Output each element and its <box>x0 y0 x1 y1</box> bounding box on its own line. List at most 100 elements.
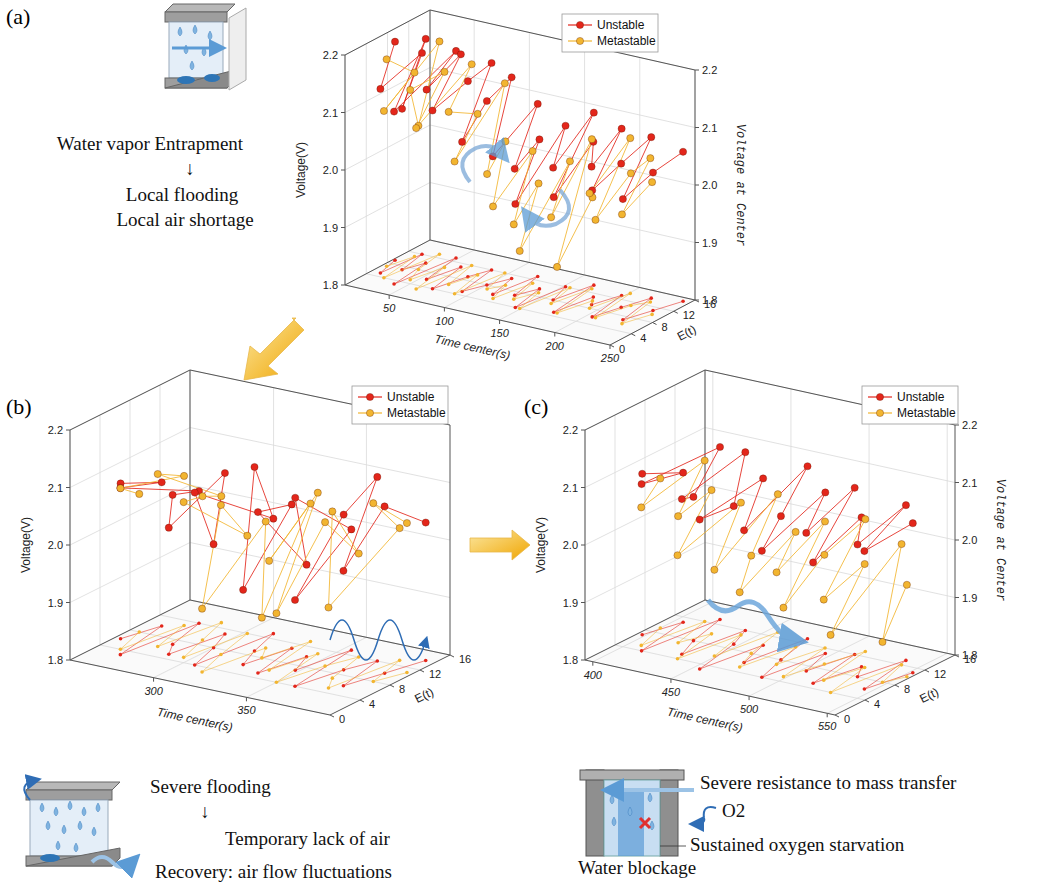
plate <box>26 782 120 790</box>
data-point <box>407 86 414 93</box>
floor-point <box>829 691 833 695</box>
data-point <box>377 85 384 92</box>
data-point <box>803 529 810 536</box>
grid-line <box>585 660 835 715</box>
data-point <box>535 180 542 187</box>
data-point <box>730 503 737 510</box>
legend-box <box>562 14 658 52</box>
floor-point <box>629 304 633 308</box>
floor-point <box>504 283 508 287</box>
floor-point <box>223 632 227 636</box>
panel-c: 1.81.92.02.12.21.81.92.02.12.24004505005… <box>534 370 1007 735</box>
floor-point <box>470 264 474 268</box>
floor-point <box>405 671 409 675</box>
legend: UnstableMetastable <box>862 386 958 424</box>
wave-arrow <box>708 600 794 640</box>
grid-line <box>70 660 330 715</box>
drop <box>648 793 652 802</box>
grid-line <box>130 400 131 630</box>
tick-label: 1.9 <box>323 222 338 234</box>
data-point <box>411 69 418 76</box>
data-point <box>474 110 481 117</box>
floor-point <box>420 252 424 256</box>
data-point <box>240 586 247 593</box>
data-point <box>898 540 905 547</box>
data-point <box>380 107 387 114</box>
floor-point <box>267 668 271 672</box>
floor-point <box>650 313 654 317</box>
tick-label: 1.8 <box>563 654 578 666</box>
data-point <box>627 170 634 177</box>
data-point <box>708 486 715 493</box>
tick-mark <box>390 685 394 687</box>
floor-point <box>275 681 279 685</box>
drop <box>74 843 78 852</box>
floor-point <box>490 268 494 272</box>
data-point <box>760 475 767 482</box>
data-point <box>774 491 781 498</box>
data-point <box>879 638 886 645</box>
axis-line <box>585 600 705 660</box>
floor-point <box>476 273 480 277</box>
grid-line <box>430 10 695 70</box>
tick-label: 2.0 <box>702 179 717 191</box>
data-point <box>678 495 685 502</box>
data-point <box>736 589 743 596</box>
tick-mark <box>581 487 585 488</box>
floor-trace <box>641 622 907 693</box>
plate <box>26 790 112 800</box>
tick-label: 0 <box>339 713 345 725</box>
grid-line <box>408 21 409 251</box>
tick-label: 4 <box>369 698 375 710</box>
floor-point <box>744 629 748 633</box>
floor-point <box>200 670 204 674</box>
grid-line <box>100 645 360 700</box>
data-point <box>588 136 595 143</box>
grid-line <box>160 615 420 670</box>
data-point <box>502 138 509 145</box>
tick-label: 300 <box>144 685 163 697</box>
tick-mark <box>389 295 390 299</box>
drop <box>193 25 197 34</box>
flow-arrow <box>612 788 694 792</box>
tick-label: 2.1 <box>702 122 717 134</box>
floor-point <box>713 654 717 658</box>
grid-line <box>645 400 646 630</box>
data-point <box>590 109 597 116</box>
axis-line <box>705 370 706 600</box>
floor-point <box>640 633 644 637</box>
floor-point <box>327 686 331 690</box>
data-point <box>618 160 625 167</box>
floor-point <box>398 659 402 663</box>
drop <box>62 825 66 834</box>
legend-marker <box>366 393 373 400</box>
drop <box>612 817 616 826</box>
tick-label: 2.2 <box>962 419 977 431</box>
floor-point <box>182 624 186 628</box>
tick-label: 2.1 <box>48 482 63 494</box>
data-point <box>861 547 868 554</box>
floor-point <box>590 287 594 291</box>
data-point <box>777 513 784 520</box>
floor-point <box>350 648 354 652</box>
data-point <box>529 147 536 154</box>
panel-b: 1.81.92.02.12.23003500481216Voltage(V)Ti… <box>19 370 471 734</box>
tick-mark <box>835 715 839 717</box>
floor-point <box>549 302 553 306</box>
channel <box>169 22 223 78</box>
data-point <box>618 125 625 132</box>
floor-point <box>681 620 685 624</box>
axis-title: Voltage at Center <box>993 479 1007 601</box>
data-point <box>566 158 573 165</box>
floor-point <box>718 618 722 622</box>
floor-point <box>591 299 595 303</box>
floor-point <box>863 666 867 670</box>
axis-line <box>190 600 450 655</box>
tick-mark <box>695 185 699 186</box>
floor-point <box>592 283 596 287</box>
data-point <box>553 263 560 270</box>
annotation: Severe resistance to mass transfer <box>700 772 957 793</box>
floor-point <box>676 657 680 661</box>
tick-label: 8 <box>904 683 910 695</box>
data-point <box>198 605 205 612</box>
